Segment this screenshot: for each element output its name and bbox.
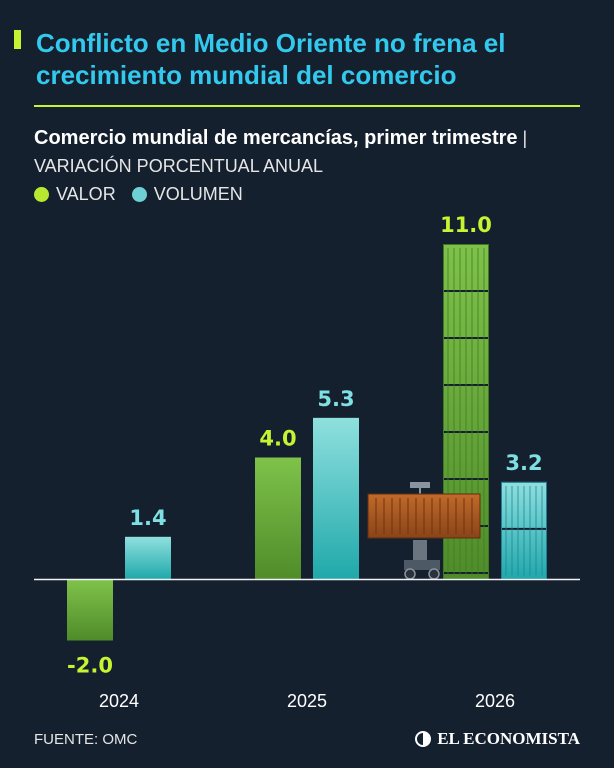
value-label-valor-2026: 11.0 [440,213,492,237]
headline-accent-mark [14,30,21,49]
bar-valor-2025 [255,457,301,580]
wheel-left [404,568,416,580]
subtitle-separator: | [517,128,528,148]
brand-logo: EL ECONOMISTA [415,729,580,749]
straddle-carrier-body [404,560,440,570]
headline: Conflicto en Medio Oriente no frena el c… [36,28,506,90]
legend-label-volumen: VOLUMEN [153,184,243,204]
value-label-valor-2025: 4.0 [259,427,296,451]
legend-dot-volumen [131,187,147,202]
cargo-illustration [367,482,481,580]
brand-icon [415,731,432,747]
value-label-volumen-2024: 1.4 [129,506,166,530]
value-labels-layer: -2.0 4.0 11.0 1.4 5.3 3.2 [67,213,543,678]
headline-divider [34,105,580,107]
chart-legend: VALOR VOLUMEN [34,184,259,205]
straddle-carrier-mast [413,540,427,562]
x-tick-label-2024: 2024 [99,691,139,711]
value-label-valor-2024: -2.0 [67,654,113,678]
x-axis-labels: 2024 2025 2026 [99,691,515,711]
subtitle-unit: VARIACIÓN PORCENTUAL ANUAL [34,156,324,176]
brand-name: EL ECONOMISTA [437,729,580,748]
legend-label-valor: VALOR [56,184,116,204]
crane-spreader [410,482,430,488]
legend-item-volumen: VOLUMEN [131,184,243,205]
x-tick-label-2025: 2025 [287,691,327,711]
subtitle-main: Comercio mundial de mercancías, primer t… [34,127,518,149]
bar-volumen-2024 [125,536,171,580]
container-ribs [375,498,473,534]
value-label-volumen-2026: 3.2 [505,451,542,475]
value-label-volumen-2025: 5.3 [317,387,354,411]
source-note: FUENTE: OMC [34,731,138,748]
legend-item-valor: VALOR [34,184,116,205]
wheel-right [428,568,440,580]
x-tick-label-2026: 2026 [475,691,515,711]
bar-volumen-2025 [313,417,359,580]
bar-valor-2024 [67,579,113,641]
legend-dot-valor [34,187,49,202]
chart-subtitle: Comercio mundial de mercancías, primer t… [34,124,594,180]
bars-layer [67,244,547,641]
